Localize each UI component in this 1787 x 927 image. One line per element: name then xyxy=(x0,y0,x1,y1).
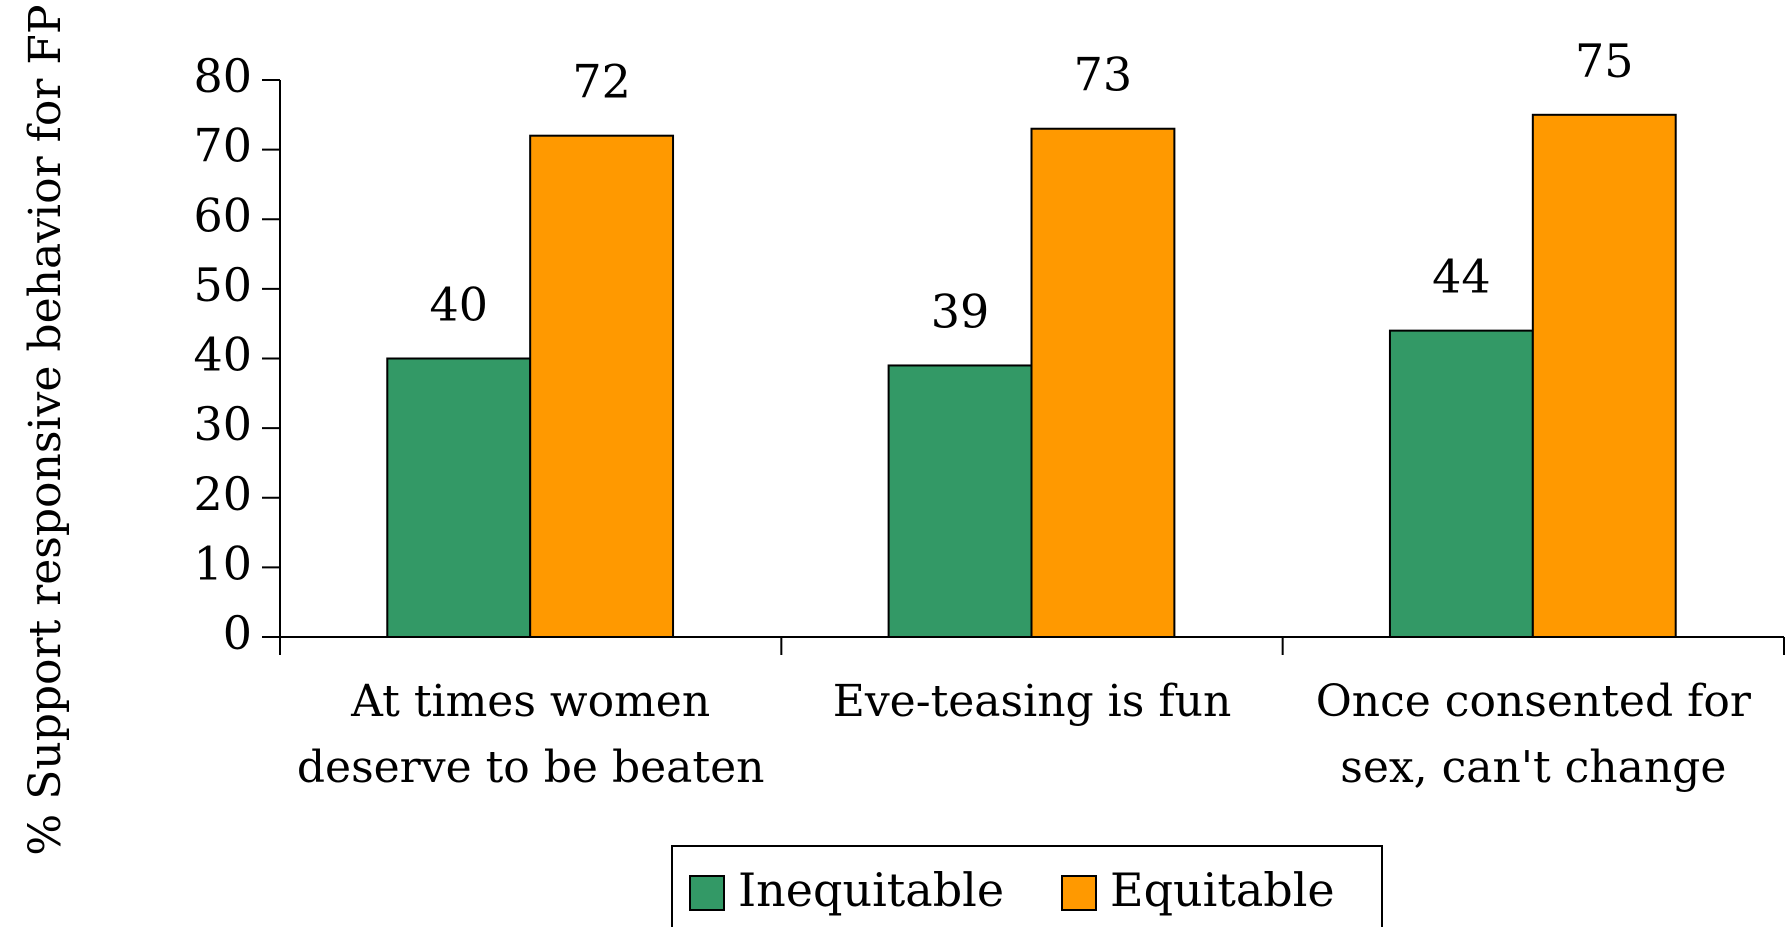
data-label: 72 xyxy=(572,55,631,109)
bar xyxy=(529,134,675,638)
y-tick-label: 80 xyxy=(193,49,252,103)
legend-box xyxy=(671,845,1383,927)
bar xyxy=(1531,113,1677,638)
y-axis-label: % Support responsive behavior for FP xyxy=(20,4,71,856)
y-tick-label: 30 xyxy=(193,397,252,451)
x-tick-label: At times women deserve to be beaten xyxy=(296,676,765,793)
legend-label: Equitable xyxy=(1110,863,1335,917)
x-tick-label: Once consented for sex, can't change xyxy=(1315,676,1751,793)
y-tick-label: 10 xyxy=(193,536,252,590)
x-tick-label: Eve-teasing is fun xyxy=(832,676,1232,727)
bar xyxy=(887,364,1033,638)
y-tick-label: 20 xyxy=(193,467,252,521)
data-label: 40 xyxy=(429,278,488,332)
data-label: 44 xyxy=(1432,250,1491,304)
y-tick-label: 50 xyxy=(193,258,252,312)
legend-swatch xyxy=(1061,875,1097,911)
legend-swatch xyxy=(689,875,725,911)
y-tick-label: 70 xyxy=(193,119,252,173)
data-label: 75 xyxy=(1575,34,1634,88)
y-tick-label: 40 xyxy=(193,328,252,382)
y-tick-label: 0 xyxy=(223,606,252,660)
legend-label: Inequitable xyxy=(738,863,1004,917)
bar xyxy=(386,357,532,638)
data-label: 39 xyxy=(931,284,990,338)
y-tick-label: 60 xyxy=(193,188,252,242)
bar xyxy=(1388,329,1534,638)
data-label: 73 xyxy=(1074,48,1133,102)
bar xyxy=(1030,127,1176,639)
